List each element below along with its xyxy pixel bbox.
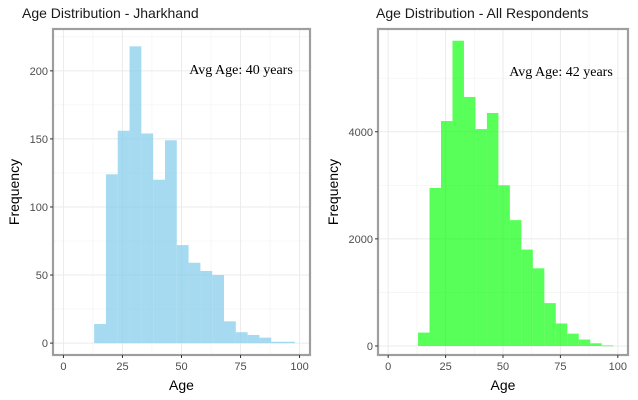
- histogram-bar: [271, 341, 284, 344]
- x-axis-label: Age: [491, 377, 516, 393]
- histogram-bar: [521, 249, 533, 346]
- x-tick-label: 100: [609, 361, 627, 373]
- panel-all-respondents: Age Distribution - All Respondents 0 25 50…: [325, 5, 630, 393]
- y-tick-label: 4000: [349, 127, 373, 139]
- average-age-annotation: Avg Age: 40 years: [189, 63, 293, 78]
- x-tick-label: 25: [116, 361, 128, 373]
- chart-title: Age Distribution - Jharkhand: [22, 5, 199, 21]
- histogram-bar: [176, 245, 189, 344]
- histogram-bar: [153, 179, 165, 344]
- histogram-bar: [463, 96, 476, 346]
- y-axis-label: Frequency: [325, 159, 341, 225]
- y-tick-label: 0: [42, 338, 48, 350]
- x-tick-label: 50: [175, 361, 187, 373]
- histogram-bar: [141, 133, 154, 344]
- histogram-bar: [567, 333, 579, 346]
- histogram-bar: [544, 303, 556, 346]
- y-tick-label: 200: [30, 66, 48, 78]
- histogram-bar: [452, 40, 464, 346]
- y-tick-label: 50: [36, 270, 48, 282]
- histogram-bar: [94, 324, 106, 344]
- histogram-bar: [429, 187, 441, 346]
- histogram-bar: [578, 339, 591, 346]
- average-age-annotation: Avg Age: 42 years: [509, 65, 613, 80]
- histogram-bar: [129, 46, 142, 344]
- histogram-bar: [259, 337, 272, 344]
- y-tick-label: 0: [367, 341, 373, 353]
- histogram-bar: [235, 332, 248, 344]
- histogram-bar: [555, 323, 568, 346]
- x-tick-label: 75: [554, 361, 566, 373]
- x-tick-label: 0: [385, 361, 391, 373]
- histogram-bar: [498, 185, 510, 346]
- histogram-bar: [418, 332, 430, 346]
- histogram-bar: [200, 270, 213, 344]
- histogram-bar: [509, 220, 522, 346]
- histogram-bar: [486, 113, 499, 346]
- histogram-bar: [117, 130, 130, 344]
- chart-title: Age Distribution - All Respondents: [376, 5, 588, 21]
- histogram-bar: [283, 341, 295, 344]
- y-axis-label: Frequency: [6, 159, 22, 225]
- histogram-bar: [441, 121, 453, 346]
- histogram-bar: [164, 140, 177, 344]
- y-tick-label: 2000: [349, 234, 373, 246]
- histogram-bar: [601, 345, 614, 347]
- histogram-bar: [224, 321, 236, 344]
- x-tick-label: 0: [60, 361, 66, 373]
- panel-jharkhand: Age Distribution - Jharkhand 0 25 50 75 100 0…: [6, 5, 312, 393]
- x-tick-label: 25: [439, 361, 451, 373]
- histogram-bar: [532, 268, 545, 346]
- histogram-bar: [475, 129, 487, 346]
- x-axis-label: Age: [169, 377, 194, 393]
- x-tick-label: 100: [290, 361, 308, 373]
- y-tick-label: 100: [30, 202, 48, 214]
- y-tick-label: 150: [30, 134, 48, 146]
- histogram-bar: [212, 275, 224, 344]
- histogram-bar: [105, 174, 118, 344]
- x-tick-label: 50: [497, 361, 509, 373]
- x-tick-label: 75: [234, 361, 246, 373]
- histogram-bar: [590, 343, 602, 346]
- histogram-bar: [188, 262, 201, 344]
- histogram-bar: [247, 334, 260, 344]
